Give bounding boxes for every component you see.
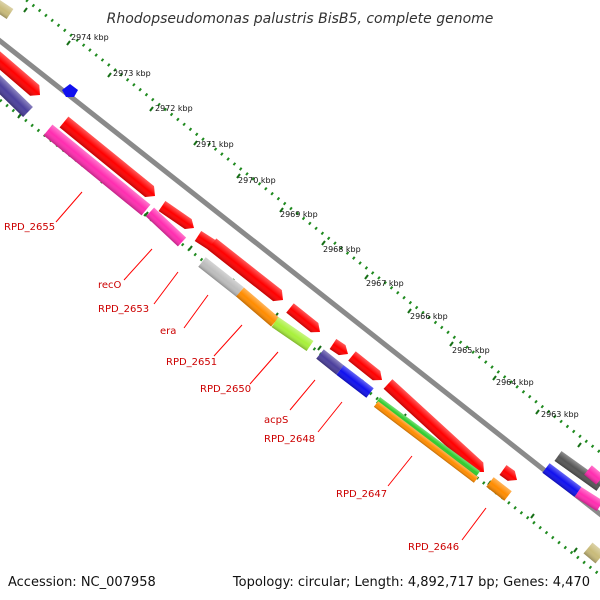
major-tick <box>321 240 326 246</box>
major-tick <box>236 173 241 179</box>
label-leader-lines <box>55 191 487 541</box>
scale-tick-track <box>0 0 600 577</box>
gene-feature <box>158 201 195 229</box>
gene-label: recO <box>98 280 122 291</box>
gene-feature <box>207 238 284 302</box>
major-tick <box>193 140 198 146</box>
gene-feature <box>574 486 600 512</box>
gene-feature <box>336 365 374 398</box>
major-tick <box>577 442 582 448</box>
accession-text: Accession: NC_007958 <box>8 575 156 590</box>
gene-feature <box>583 542 600 564</box>
gene-feature <box>236 287 279 327</box>
gene-feature <box>499 465 518 481</box>
label-leader-line <box>387 455 413 487</box>
scale-tick-labels: 2974 kbp 2973 kbp 2972 kbp 2971 kbp 2970 kbp… <box>71 33 579 419</box>
scale-tick-label: 2973 kbp <box>113 69 151 78</box>
major-tick <box>66 40 71 46</box>
gene-feature <box>198 257 244 297</box>
major-tick <box>23 7 28 13</box>
gene-label: RPD_2647 <box>336 489 387 500</box>
gene-feature <box>584 465 600 485</box>
major-tick <box>107 72 112 78</box>
major-tick <box>449 341 454 347</box>
major-tick <box>535 409 540 415</box>
gene-feature <box>0 69 33 118</box>
scale-tick-label: 2971 kbp <box>196 140 234 149</box>
gene-feature <box>43 124 151 216</box>
gene-feature <box>383 379 485 473</box>
gene-feature <box>486 477 512 501</box>
inner-major-tick <box>188 245 193 251</box>
scale-tick-label: 2969 kbp <box>280 210 318 219</box>
major-tick <box>407 308 412 314</box>
gene-label: RPD_2653 <box>98 304 149 315</box>
label-leader-line <box>55 191 83 223</box>
label-leader-line <box>153 271 179 305</box>
scale-tick-label: 2965 kbp <box>452 346 490 355</box>
label-leader-line <box>123 248 153 281</box>
scale-tick-label: 2963 kbp <box>541 410 579 419</box>
gene-feature <box>271 317 314 351</box>
gene-feature <box>542 463 582 497</box>
gene-label: RPD_2655 <box>4 222 55 233</box>
gene-feature <box>329 339 349 356</box>
inner-major-tick <box>530 513 535 519</box>
inner-major-tick <box>144 211 149 217</box>
label-leader-line <box>461 507 487 541</box>
label-leader-line <box>317 401 343 433</box>
gene-label: RPD_2650 <box>200 384 251 395</box>
major-tick <box>364 274 369 280</box>
gene-label: era <box>160 326 176 337</box>
scale-tick-label: 2964 kbp <box>496 378 534 387</box>
scale-tick-label: 2974 kbp <box>71 33 109 42</box>
label-leader-line <box>213 324 243 357</box>
gene-feature <box>554 451 600 491</box>
genome-summary-text: Topology: circular; Length: 4,892,717 bp… <box>232 575 590 590</box>
inner-major-tick <box>317 345 322 351</box>
gene-features <box>0 0 600 564</box>
gene-feature <box>59 116 155 198</box>
gene-label: RPD_2646 <box>408 542 459 553</box>
gene-feature <box>375 397 481 477</box>
label-leader-line <box>183 294 209 329</box>
scale-tick-label: 2972 kbp <box>155 104 193 113</box>
gene-label: RPD_2651 <box>166 357 217 368</box>
gene-feature <box>145 207 187 247</box>
scale-tick-label: 2967 kbp <box>366 279 404 288</box>
gene-feature <box>348 351 382 381</box>
gene-feature <box>0 0 14 19</box>
scale-tick-label: 2966 kbp <box>410 312 448 321</box>
major-tick <box>149 106 154 112</box>
label-leader-line <box>289 379 316 411</box>
major-tick <box>492 375 497 381</box>
gene-label: acpS <box>264 415 288 426</box>
gene-feature <box>373 401 479 483</box>
small-feature <box>62 84 78 97</box>
label-leader-line <box>249 351 279 385</box>
inner-major-tick <box>573 547 578 553</box>
gene-feature <box>316 349 344 375</box>
gene-feature <box>0 46 40 96</box>
major-tick <box>279 207 284 213</box>
gene-feature <box>286 303 320 333</box>
gene-label: RPD_2648 <box>264 434 315 445</box>
genome-backbone <box>0 37 600 518</box>
map-title: Rhodopseudomonas palustris BisB5, comple… <box>107 11 494 27</box>
inner-major-tick <box>17 113 22 119</box>
outer-tick-line <box>23 0 600 455</box>
scale-tick-label: 2968 kbp <box>323 245 361 254</box>
scale-tick-label: 2970 kbp <box>238 176 276 185</box>
